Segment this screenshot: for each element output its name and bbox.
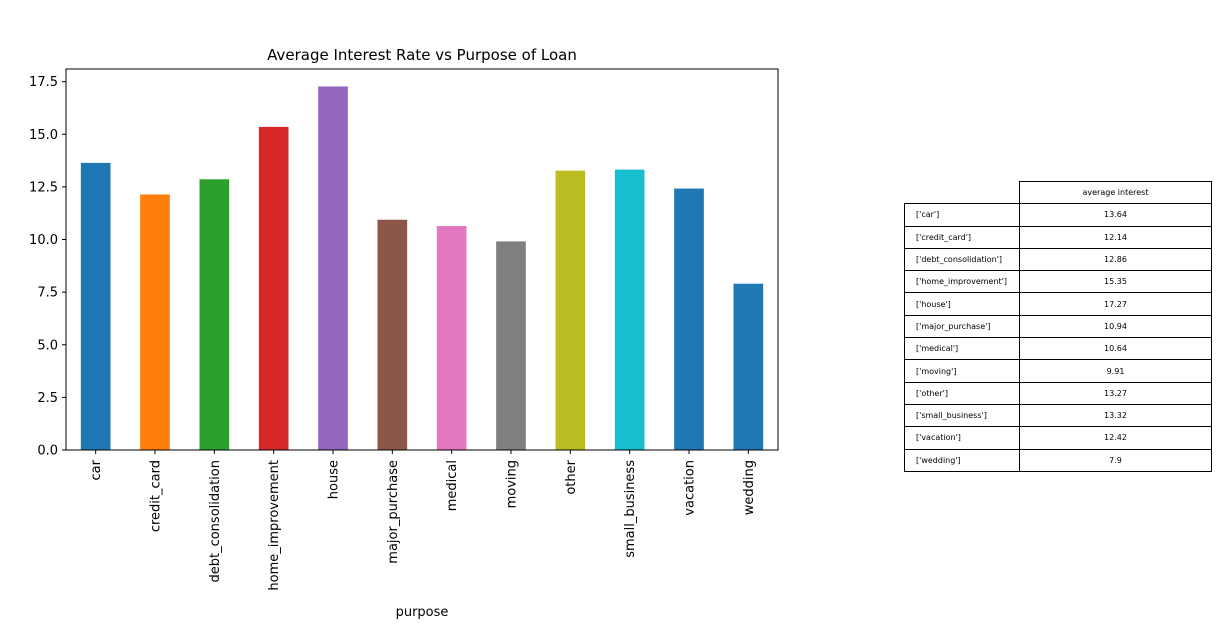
y-tick-label: 7.5 [37, 286, 58, 301]
x-tick-label: medical [445, 460, 460, 511]
table-row: ['vacation'] 12.42 [904, 426, 1212, 450]
bar-vacation [674, 188, 704, 450]
table-row-label: ['debt_consolidation'] [904, 247, 1020, 272]
table-cell-value: 12.42 [1019, 426, 1212, 450]
table-row: ['debt_consolidation'] 12.86 [904, 247, 1212, 272]
bar-wedding [733, 283, 764, 450]
bar-home_improvement [258, 126, 289, 450]
x-tick-label: small_business [623, 460, 638, 558]
x-tick-label: credit_card [149, 460, 164, 532]
table-row: ['home_improvement'] 15.35 [904, 270, 1212, 294]
x-tick-label: house [327, 460, 342, 499]
x-tick-label: other [564, 459, 579, 494]
bar-major_purchase [377, 219, 408, 450]
y-tick-label: 5.0 [37, 338, 58, 353]
table-row: ['major_purchase'] 10.94 [904, 314, 1212, 339]
y-tick-label: 15.0 [29, 128, 58, 143]
table-row: ['house'] 17.27 [904, 292, 1212, 316]
table-row: ['medical'] 10.64 [904, 337, 1212, 361]
bar-car [80, 162, 111, 450]
table-row-label: ['credit_card'] [904, 225, 1020, 249]
table-corner [905, 182, 1020, 204]
bars-group [80, 86, 764, 451]
table-header-row: average interest [905, 180, 1212, 205]
table-row: ['other'] 13.27 [904, 381, 1212, 405]
bar-moving [496, 241, 526, 450]
table-body: ['car'] 13.64 ['credit_card'] 12.14 ['debt_c… [904, 203, 1212, 472]
y-tick-label: 2.5 [37, 391, 58, 406]
x-tick-label: wedding [742, 460, 757, 515]
bar-medical [436, 226, 467, 450]
table-row-label: ['moving'] [904, 359, 1020, 383]
table-row: ['credit_card'] 12.14 [904, 225, 1212, 249]
bar-credit_card [140, 194, 170, 450]
chart-title: Average Interest Rate vs Purpose of Loan [267, 46, 577, 64]
bar-other [555, 170, 586, 450]
table-cell-value: 12.86 [1019, 247, 1212, 272]
x-axis-label: purpose [396, 605, 449, 620]
table-row: ['car'] 13.64 [904, 203, 1212, 227]
table-row: ['small_business'] 13.32 [904, 403, 1212, 428]
table-row: ['moving'] 9.91 [904, 359, 1212, 383]
table-cell-value: 7.9 [1019, 448, 1212, 472]
data-table: average interest ['car'] 13.64 ['credit_ca… [904, 180, 1212, 472]
y-tick-label: 0.0 [37, 444, 58, 459]
data-table-container: average interest ['car'] 13.64 ['credit_ca… [904, 180, 1212, 472]
y-axis: 0.0 2.5 5.0 7.5 10.0 12.5 15.0 17.5 [29, 75, 66, 459]
table-header: average interest [1019, 180, 1212, 205]
x-tick-label: car [89, 459, 104, 480]
table-row-label: ['major_purchase'] [904, 314, 1020, 339]
bar-house [318, 86, 348, 451]
table-row-label: ['medical'] [904, 337, 1020, 361]
table-cell-value: 15.35 [1019, 270, 1212, 294]
table-row-label: ['car'] [904, 203, 1020, 227]
table-cell-value: 9.91 [1019, 359, 1212, 383]
table-cell-value: 13.64 [1019, 203, 1212, 227]
table-row-label: ['vacation'] [904, 426, 1020, 450]
table-row-label: ['wedding'] [904, 448, 1020, 472]
table-cell-value: 13.27 [1019, 381, 1212, 405]
x-tick-label: home_improvement [267, 460, 282, 591]
table-row-label: ['small_business'] [904, 403, 1020, 428]
bar-small_business [614, 169, 645, 450]
table-cell-value: 12.14 [1019, 225, 1212, 249]
x-tick-label: debt_consolidation [208, 460, 223, 583]
plot-frame [65, 68, 779, 451]
y-tick-label: 17.5 [29, 75, 58, 90]
table-cell-value: 10.94 [1019, 314, 1212, 339]
table-cell-value: 13.32 [1019, 403, 1212, 428]
y-tick-label: 10.0 [29, 233, 58, 248]
table-row: ['wedding'] 7.9 [904, 448, 1212, 472]
table-cell-value: 10.64 [1019, 337, 1212, 361]
y-tick-label: 12.5 [29, 180, 58, 195]
x-tick-label: major_purchase [386, 460, 401, 564]
table-row-label: ['house'] [904, 292, 1020, 316]
x-axis: car credit_card debt_consolidation home_imp… [89, 450, 757, 591]
table-row-label: ['other'] [904, 381, 1020, 405]
bar-debt_consolidation [199, 179, 230, 451]
table-row-label: ['home_improvement'] [904, 270, 1020, 294]
x-tick-label: moving [505, 460, 520, 508]
x-tick-label: vacation [683, 460, 698, 516]
table-cell-value: 17.27 [1019, 292, 1212, 316]
